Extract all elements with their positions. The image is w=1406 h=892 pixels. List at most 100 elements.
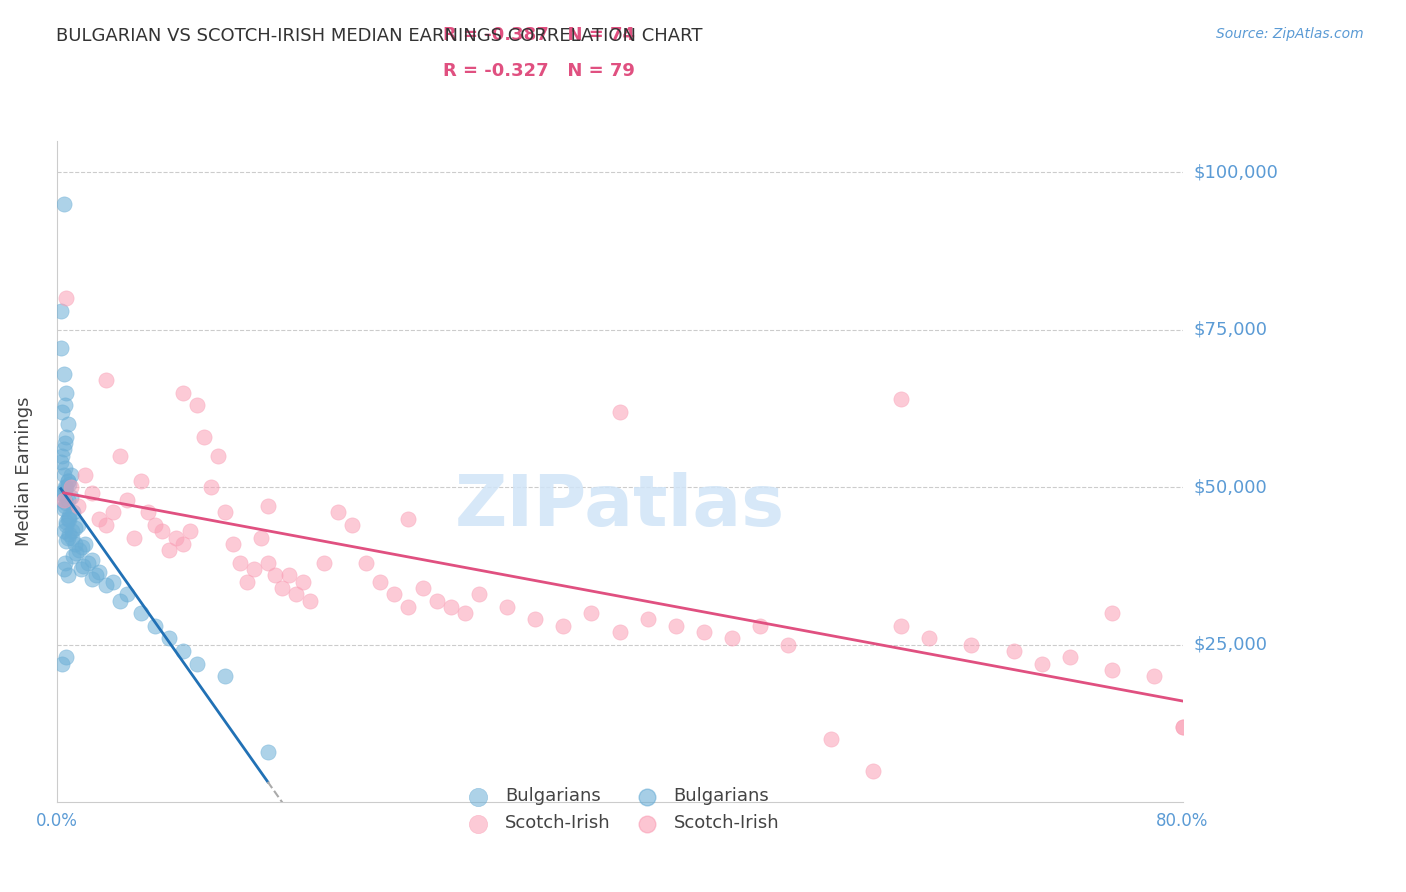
Bulgarians	[55, 533, 77, 548]
Bulgarians	[55, 518, 77, 533]
Bulgarians	[69, 562, 91, 576]
Bulgarians	[143, 619, 166, 633]
Scotch-Irish	[398, 599, 420, 614]
Scotch-Irish	[249, 531, 271, 545]
Scotch-Irish	[101, 505, 124, 519]
Bulgarians	[80, 572, 103, 586]
Scotch-Irish	[80, 486, 103, 500]
Bulgarians	[62, 505, 84, 519]
Text: $50,000: $50,000	[1194, 478, 1267, 496]
Bulgarians	[52, 524, 75, 539]
Scotch-Irish	[256, 556, 278, 570]
Scotch-Irish	[193, 430, 215, 444]
Bulgarians	[49, 455, 72, 469]
Bulgarians	[70, 540, 93, 554]
Bulgarians	[172, 644, 194, 658]
Scotch-Irish	[890, 392, 912, 406]
Bulgarians	[52, 196, 75, 211]
Text: BULGARIAN VS SCOTCH-IRISH MEDIAN EARNINGS CORRELATION CHART: BULGARIAN VS SCOTCH-IRISH MEDIAN EARNING…	[56, 27, 703, 45]
Bulgarians	[53, 556, 76, 570]
Bulgarians	[53, 499, 76, 513]
Scotch-Irish	[87, 511, 110, 525]
Bulgarians	[49, 342, 72, 356]
Scotch-Irish	[609, 404, 631, 418]
Bulgarians	[67, 543, 90, 558]
Bulgarians	[55, 650, 77, 665]
Scotch-Irish	[214, 505, 236, 519]
Bulgarians	[80, 552, 103, 566]
Scotch-Irish	[235, 574, 257, 589]
Scotch-Irish	[221, 537, 243, 551]
Legend: Bulgarians, Scotch-Irish, Bulgarians, Scotch-Irish: Bulgarians, Scotch-Irish, Bulgarians, Sc…	[453, 780, 786, 839]
Scotch-Irish	[1171, 720, 1194, 734]
Bulgarians	[72, 558, 94, 573]
Bulgarians	[58, 511, 80, 525]
Scotch-Irish	[55, 291, 77, 305]
Bulgarians	[65, 546, 87, 560]
Scotch-Irish	[1171, 720, 1194, 734]
Bulgarians	[53, 480, 76, 494]
Bulgarians	[58, 508, 80, 523]
Bulgarians	[186, 657, 208, 671]
Scotch-Irish	[108, 449, 131, 463]
Scotch-Irish	[1143, 669, 1166, 683]
Scotch-Irish	[115, 492, 138, 507]
Text: $25,000: $25,000	[1194, 636, 1268, 654]
Scotch-Irish	[94, 518, 117, 533]
Bulgarians	[58, 527, 80, 541]
Bulgarians	[56, 568, 79, 582]
Bulgarians	[214, 669, 236, 683]
Bulgarians	[53, 398, 76, 412]
Bulgarians	[108, 593, 131, 607]
Scotch-Irish	[1002, 644, 1025, 658]
Scotch-Irish	[228, 556, 250, 570]
Bulgarians	[55, 430, 77, 444]
Text: ZIPatlas: ZIPatlas	[454, 472, 785, 541]
Bulgarians	[115, 587, 138, 601]
Bulgarians	[101, 574, 124, 589]
Scotch-Irish	[122, 531, 145, 545]
Scotch-Irish	[143, 518, 166, 533]
Scotch-Irish	[820, 732, 842, 747]
Bulgarians	[129, 606, 152, 620]
Scotch-Irish	[172, 385, 194, 400]
Scotch-Irish	[778, 638, 800, 652]
Bulgarians	[76, 556, 98, 570]
Scotch-Irish	[426, 593, 449, 607]
Scotch-Irish	[960, 638, 983, 652]
Bulgarians	[56, 492, 79, 507]
Scotch-Irish	[277, 568, 299, 582]
Scotch-Irish	[242, 562, 264, 576]
Scotch-Irish	[368, 574, 391, 589]
Bulgarians	[256, 745, 278, 759]
Scotch-Irish	[384, 587, 406, 601]
Scotch-Irish	[1059, 650, 1081, 665]
Bulgarians	[52, 467, 75, 482]
Bulgarians	[56, 474, 79, 488]
Text: R = -0.387   N = 74: R = -0.387 N = 74	[443, 26, 636, 44]
Bulgarians	[62, 549, 84, 564]
Scotch-Irish	[1031, 657, 1053, 671]
Scotch-Irish	[412, 581, 434, 595]
Text: $100,000: $100,000	[1194, 163, 1278, 181]
Bulgarians	[157, 632, 180, 646]
Bulgarians	[55, 515, 77, 529]
Scotch-Irish	[150, 524, 173, 539]
Scotch-Irish	[454, 606, 477, 620]
Bulgarians	[59, 467, 82, 482]
Scotch-Irish	[918, 632, 941, 646]
Bulgarians	[53, 461, 76, 475]
Scotch-Irish	[263, 568, 285, 582]
Scotch-Irish	[721, 632, 744, 646]
Scotch-Irish	[66, 499, 89, 513]
Text: R = -0.327   N = 79: R = -0.327 N = 79	[443, 62, 634, 79]
Scotch-Irish	[270, 581, 292, 595]
Scotch-Irish	[637, 613, 659, 627]
Bulgarians	[73, 537, 96, 551]
Scotch-Irish	[440, 599, 463, 614]
Bulgarians	[56, 511, 79, 525]
Scotch-Irish	[136, 505, 159, 519]
Bulgarians	[56, 417, 79, 431]
Scotch-Irish	[340, 518, 363, 533]
Scotch-Irish	[609, 625, 631, 640]
